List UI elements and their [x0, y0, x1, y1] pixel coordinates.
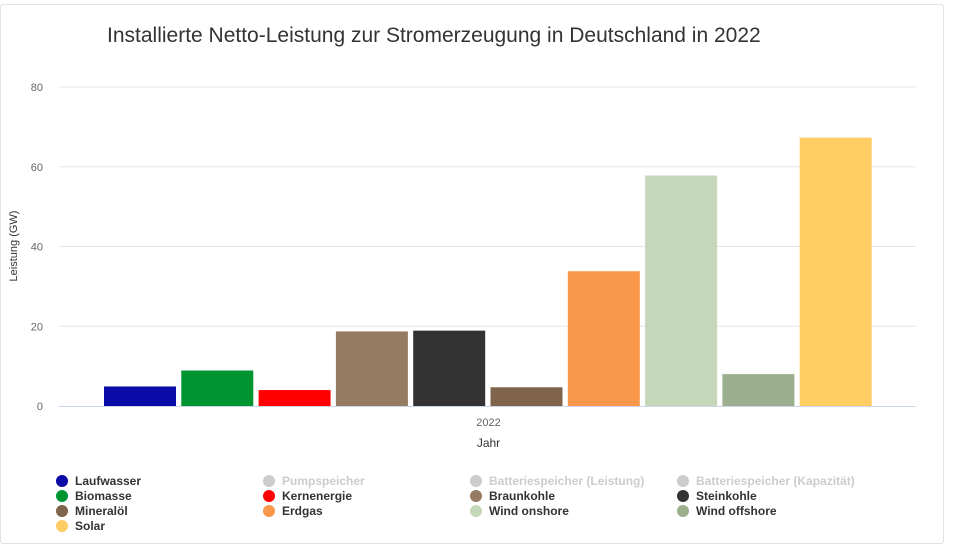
y-tick-label-20: 20	[31, 321, 43, 333]
legend-marker-icon	[470, 474, 482, 487]
bar-wind-onshore[interactable]	[645, 175, 718, 406]
legend-item-wind-onshore[interactable]: Wind onshore	[470, 503, 677, 518]
legend-marker-icon	[470, 504, 482, 517]
legend-marker-icon	[677, 489, 689, 502]
legend-item-laufwasser[interactable]: Laufwasser	[56, 473, 263, 488]
legend-label: Wind offshore	[696, 503, 777, 518]
legend-marker-icon	[263, 474, 275, 487]
legend-label: Pumpspeicher	[282, 473, 365, 488]
bar-kernenergie[interactable]	[258, 390, 331, 406]
bar-solar[interactable]	[799, 137, 872, 407]
legend-label: Solar	[75, 518, 106, 533]
legend-label: Biomasse	[75, 488, 132, 503]
legend-item-solar[interactable]: Solar	[56, 518, 263, 533]
legend-item-mineraloel[interactable]: Mineralöl	[56, 503, 263, 518]
gridlines	[59, 86, 916, 327]
legend-item-batteriespeicher-leistung[interactable]: Batteriespeicher (Leistung)	[470, 473, 677, 488]
legend-item-biomasse[interactable]: Biomasse	[56, 488, 263, 503]
bar-mineraloel[interactable]	[490, 387, 563, 406]
legend-marker-icon	[56, 519, 68, 532]
legend-label: Braunkohle	[489, 488, 556, 503]
y-tick-label-80: 80	[31, 82, 43, 94]
legend-marker-icon	[263, 504, 275, 517]
legend-label: Kernenergie	[282, 488, 353, 503]
legend-marker-icon	[470, 489, 482, 502]
chart-card	[0, 4, 944, 544]
y-tick-label-40: 40	[31, 242, 43, 254]
legend-item-braunkohle[interactable]: Braunkohle	[470, 488, 677, 503]
x-axis-label: Jahr	[477, 436, 500, 450]
bar-steinkohle[interactable]	[413, 330, 486, 406]
legend-label: Batteriespeicher (Leistung)	[489, 473, 645, 488]
legend-marker-icon	[677, 504, 689, 517]
chart-legend: Laufwasser Pumpspeicher Batteriespeicher (…	[56, 473, 936, 533]
legend-marker-icon	[56, 489, 68, 502]
legend-marker-icon	[56, 504, 68, 517]
chart-title: Installierte Netto-Leistung zur Stromerz…	[107, 24, 761, 47]
bar-laufwasser[interactable]	[104, 386, 176, 406]
legend-item-kernenergie[interactable]: Kernenergie	[263, 488, 470, 503]
y-axis-ticks: 0 20 40 60 80	[31, 82, 43, 413]
x-tick-label: 2022	[476, 417, 500, 429]
legend-label: Steinkohle	[696, 488, 757, 503]
legend-label: Batteriespeicher (Kapazität)	[696, 473, 855, 488]
bar-braunkohle[interactable]	[335, 331, 408, 406]
legend-item-steinkohle[interactable]: Steinkohle	[677, 488, 884, 503]
legend-label: Wind onshore	[489, 503, 569, 518]
legend-marker-icon	[56, 474, 68, 487]
legend-label: Erdgas	[282, 503, 323, 518]
bar-erdgas[interactable]	[567, 271, 640, 406]
legend-label: Mineralöl	[75, 503, 128, 518]
legend-item-pumpspeicher[interactable]: Pumpspeicher	[263, 473, 470, 488]
legend-item-batteriespeicher-kapazitaet[interactable]: Batteriespeicher (Kapazität)	[677, 473, 884, 488]
y-tick-label-60: 60	[31, 162, 43, 174]
legend-item-erdgas[interactable]: Erdgas	[263, 503, 470, 518]
bar-wind-offshore[interactable]	[722, 374, 795, 406]
bar-biomasse[interactable]	[181, 370, 254, 406]
y-tick-label-0: 0	[37, 401, 43, 413]
legend-item-wind-offshore[interactable]: Wind offshore	[677, 503, 884, 518]
y-axis-label: Leistung (GW)	[8, 211, 20, 282]
bars	[104, 137, 872, 407]
legend-marker-icon	[677, 474, 689, 487]
legend-label: Laufwasser	[75, 473, 142, 488]
legend-marker-icon	[263, 489, 275, 502]
